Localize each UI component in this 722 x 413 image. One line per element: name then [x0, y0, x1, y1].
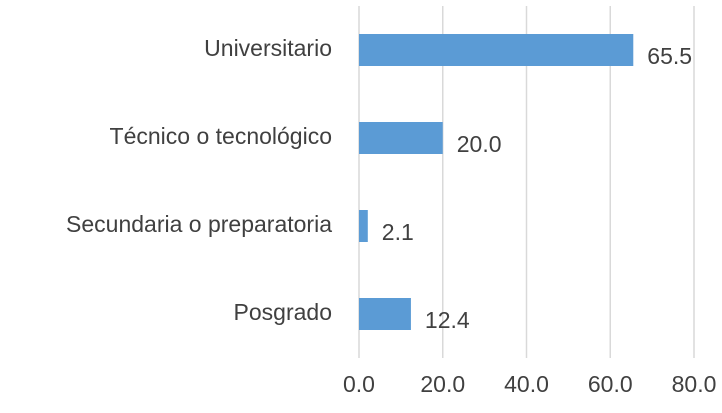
y-tick-label: Técnico o tecnológico [110, 123, 332, 149]
x-tick-label: 40.0 [504, 371, 549, 397]
x-tick-label: 0.0 [343, 371, 375, 397]
value-label: 65.5 [647, 43, 692, 69]
bar [359, 210, 368, 242]
x-tick-label: 20.0 [420, 371, 465, 397]
bar [359, 34, 634, 66]
y-tick-label: Secundaria o preparatoria [66, 211, 332, 237]
x-tick-label: 60.0 [588, 371, 633, 397]
y-tick-label: Posgrado [234, 299, 332, 325]
bar [359, 298, 411, 330]
value-label: 20.0 [457, 131, 502, 157]
bar [359, 122, 443, 154]
x-tick-label: 80.0 [672, 371, 717, 397]
y-tick-label: Universitario [204, 35, 332, 61]
value-label: 2.1 [382, 219, 414, 245]
value-label: 12.4 [425, 307, 470, 333]
